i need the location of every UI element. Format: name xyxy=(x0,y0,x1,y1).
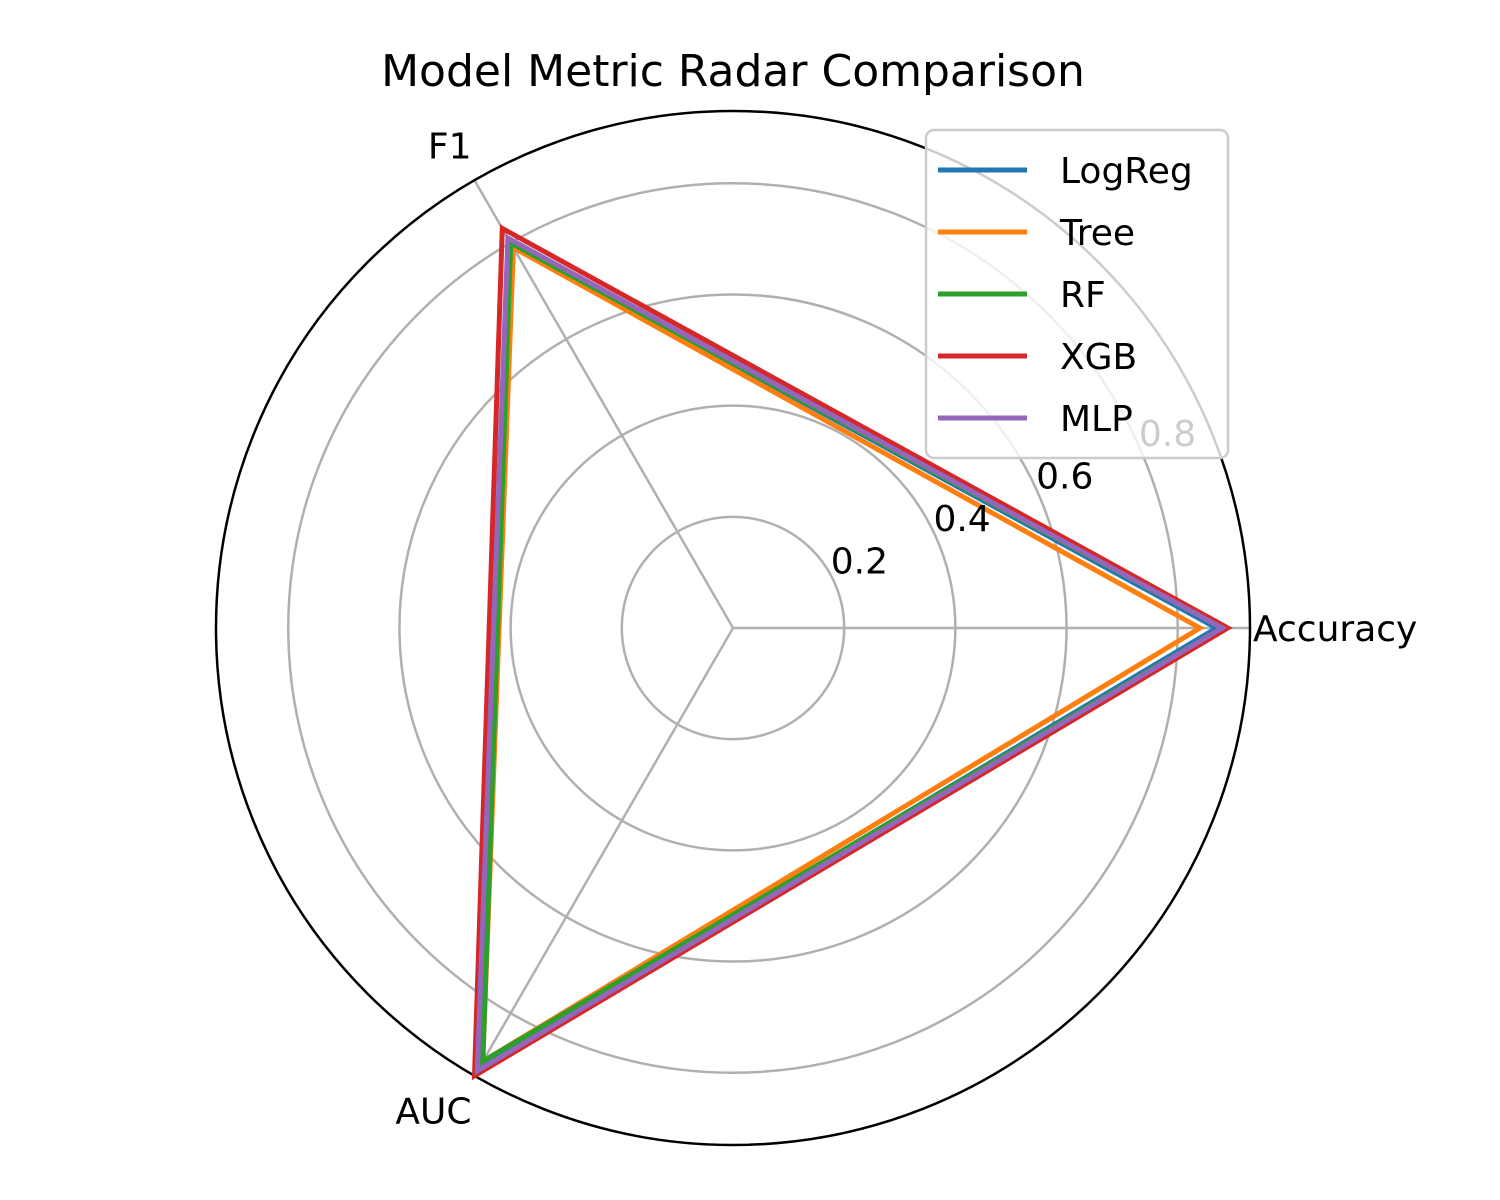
axis-labels: Accuracy F1 AUC xyxy=(395,127,1417,1133)
rtick-label-1: 0.2 xyxy=(831,541,888,582)
legend-box xyxy=(924,128,1230,460)
legend-label-tree: Tree xyxy=(1059,213,1135,254)
rtick-label-3: 0.6 xyxy=(1036,456,1093,497)
series-layer xyxy=(471,224,1233,1081)
legend: LogReg Tree RF XGB MLP xyxy=(924,128,1230,460)
spoke-f1 xyxy=(473,179,735,629)
legend-label-rf: RF xyxy=(1060,275,1106,316)
outer-frame xyxy=(214,109,1252,1147)
chart-title: Model Metric Radar Comparison xyxy=(381,46,1085,97)
grid xyxy=(214,109,1252,1147)
series-mlp xyxy=(474,233,1228,1076)
axis-label-accuracy: Accuracy xyxy=(1253,609,1417,650)
axis-label-f1: F1 xyxy=(428,127,472,168)
series-xgb xyxy=(471,224,1233,1081)
spoke-auc xyxy=(473,627,735,1077)
legend-label-xgb: XGB xyxy=(1060,337,1137,378)
legend-label-mlp: MLP xyxy=(1060,399,1133,440)
rtick-label-2: 0.4 xyxy=(933,499,990,540)
axis-label-auc: AUC xyxy=(395,1091,471,1132)
legend-label-logreg: LogReg xyxy=(1060,151,1193,192)
